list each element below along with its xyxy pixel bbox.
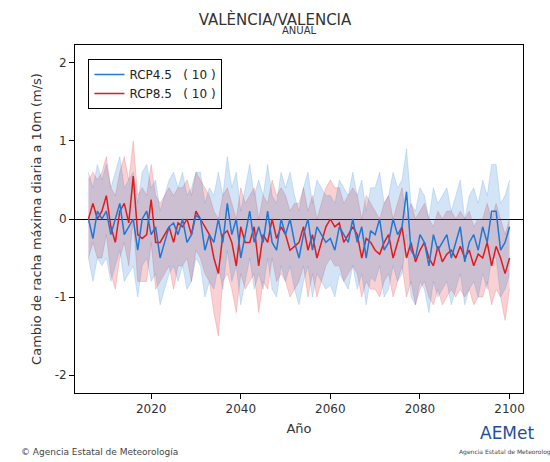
svg-text:0: 0	[59, 212, 67, 226]
svg-text:ANUAL: ANUAL	[282, 25, 316, 36]
svg-text:2080: 2080	[405, 402, 436, 416]
svg-text:2020: 2020	[136, 402, 167, 416]
svg-text:VALÈNCIA/VALENCIA: VALÈNCIA/VALENCIA	[199, 10, 352, 29]
svg-text:2: 2	[59, 56, 67, 70]
svg-text:© Agencia Estatal de Meteorolo: © Agencia Estatal de Meteorología	[21, 447, 178, 457]
svg-text:Cambio de racha máxima diaria: Cambio de racha máxima diaria a 10m (m/s…	[29, 73, 44, 365]
svg-text:-2: -2	[55, 368, 67, 382]
svg-text:1: 1	[59, 134, 67, 148]
svg-text:2060: 2060	[315, 402, 346, 416]
svg-text:AEMet: AEMet	[480, 423, 534, 443]
svg-text:2040: 2040	[225, 402, 256, 416]
svg-text:2100: 2100	[494, 402, 525, 416]
svg-text:RCP8.5 ( 10 ): RCP8.5 ( 10 )	[129, 87, 215, 101]
svg-text:RCP4.5 ( 10 ): RCP4.5 ( 10 )	[129, 68, 215, 82]
svg-text:Año: Año	[286, 421, 311, 436]
svg-text:Agencia Estatal de Meteorologí: Agencia Estatal de Meteorología	[459, 448, 550, 456]
svg-text:-1: -1	[55, 290, 67, 304]
